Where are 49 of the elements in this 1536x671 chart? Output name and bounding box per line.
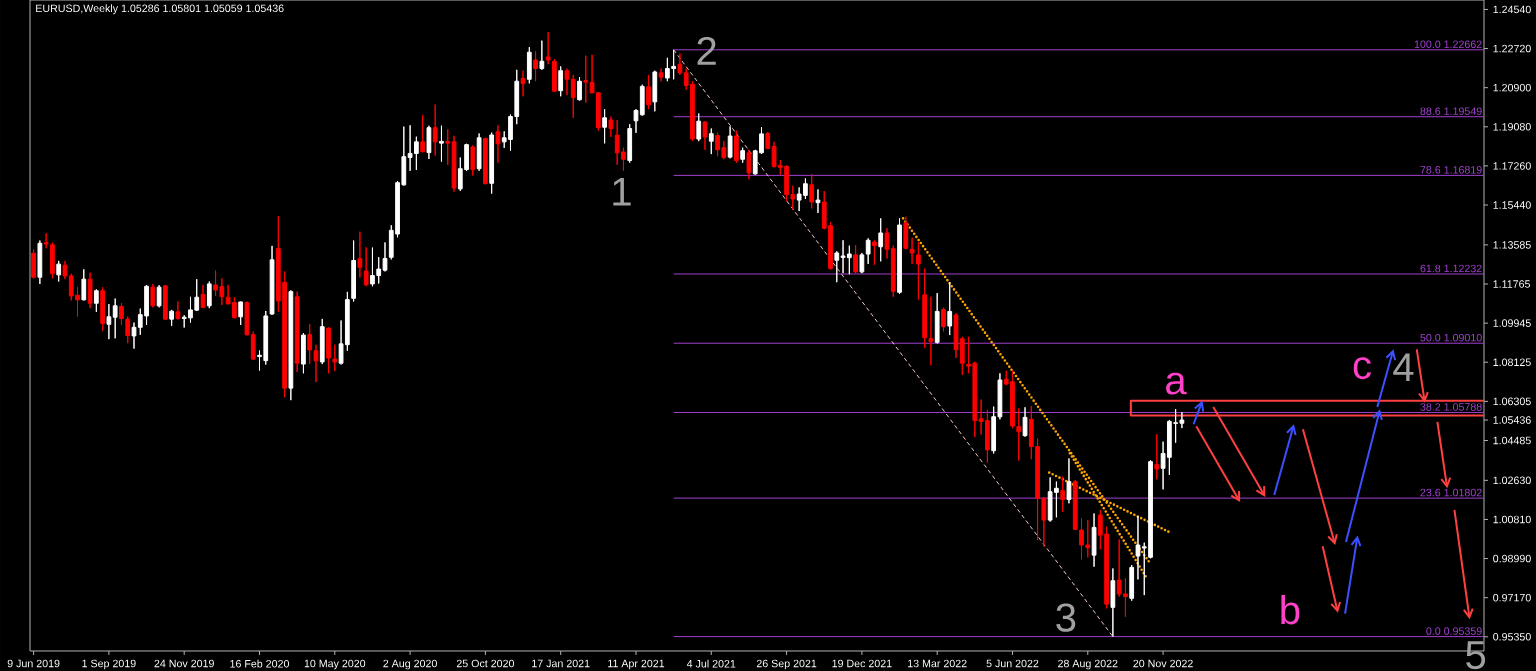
series-label: 50.0 1.09010 <box>1420 333 1482 342</box>
series-label: 78.6 1.16819 <box>1420 166 1482 174</box>
x-tick-label: 19 Dec 2021 <box>832 659 892 668</box>
x-tick-label: 4 Jul 2021 <box>686 659 736 668</box>
y-tick-label: 1.09945 <box>1493 319 1531 327</box>
chart-title: EURUSD,Weekly 1.05286 1.05801 1.05059 1.05436 <box>36 4 284 15</box>
annotation: 1 <box>613 177 631 206</box>
y-tick-label: 1.02630 <box>1493 476 1531 485</box>
annotation: a <box>1166 372 1187 395</box>
y-tick-label: 1.08125 <box>1493 358 1531 367</box>
x-tick-label: 17 Jan 2021 <box>532 659 590 668</box>
y-tick-label: 0.95350 <box>1493 633 1531 641</box>
annotation: c <box>1353 357 1371 380</box>
x-tick-label: 11 Apr 2021 <box>608 659 665 670</box>
annotation: 4 <box>1393 353 1414 381</box>
x-tick-label: 5 Jun 2022 <box>986 659 1039 668</box>
y-tick-label: 1.11765 <box>1493 280 1531 288</box>
y-tick-label: 1.00810 <box>1493 515 1531 524</box>
y-tick-label: 1.17260 <box>1493 162 1531 170</box>
series-label: 38.2 1.05788 <box>1420 403 1482 411</box>
series-label: 88.6 1.19549 <box>1420 107 1482 115</box>
y-tick-label: 1.22720 <box>1493 44 1531 53</box>
x-tick-label: 10 May 2020 <box>304 659 366 670</box>
y-tick-label: 1.19080 <box>1493 123 1531 131</box>
x-tick-label: 13 Mar 2022 <box>908 659 967 668</box>
x-tick-label: 28 Aug 2022 <box>1058 659 1118 670</box>
annotation: 3 <box>1056 603 1076 632</box>
y-tick-label: 1.04485 <box>1493 436 1531 445</box>
y-tick-label: 1.05436 <box>1493 416 1531 424</box>
x-tick-label: 24 Nov 2019 <box>154 659 214 668</box>
x-tick-label: 1 Sep 2019 <box>82 659 136 670</box>
annotation: b <box>1281 595 1300 625</box>
y-tick-label: 0.98990 <box>1493 554 1531 563</box>
y-tick-label: 1.13585 <box>1493 241 1531 249</box>
x-tick-label: 9 Jun 2019 <box>7 659 60 668</box>
x-tick-label: 25 Oct 2020 <box>456 659 515 668</box>
x-tick-label: 20 Nov 2022 <box>1133 659 1193 668</box>
x-tick-label: 16 Feb 2020 <box>230 659 290 668</box>
x-tick-label: 2 Aug 2020 <box>383 659 437 670</box>
y-tick-label: 1.20900 <box>1493 83 1531 92</box>
series-label: 23.6 1.01802 <box>1420 488 1482 497</box>
y-tick-label: 1.15440 <box>1493 201 1531 209</box>
y-tick-label: 1.24540 <box>1493 5 1531 14</box>
series-label: 0.0 0.95359 <box>1426 627 1482 635</box>
y-tick-label: 1.06305 <box>1493 397 1531 406</box>
series-label: 61.8 1.12232 <box>1420 264 1482 273</box>
y-tick-label: 0.97170 <box>1493 593 1531 602</box>
series-label: 100.0 1.22662 <box>1414 40 1482 49</box>
x-tick-label: 26 Sep 2021 <box>756 659 817 670</box>
